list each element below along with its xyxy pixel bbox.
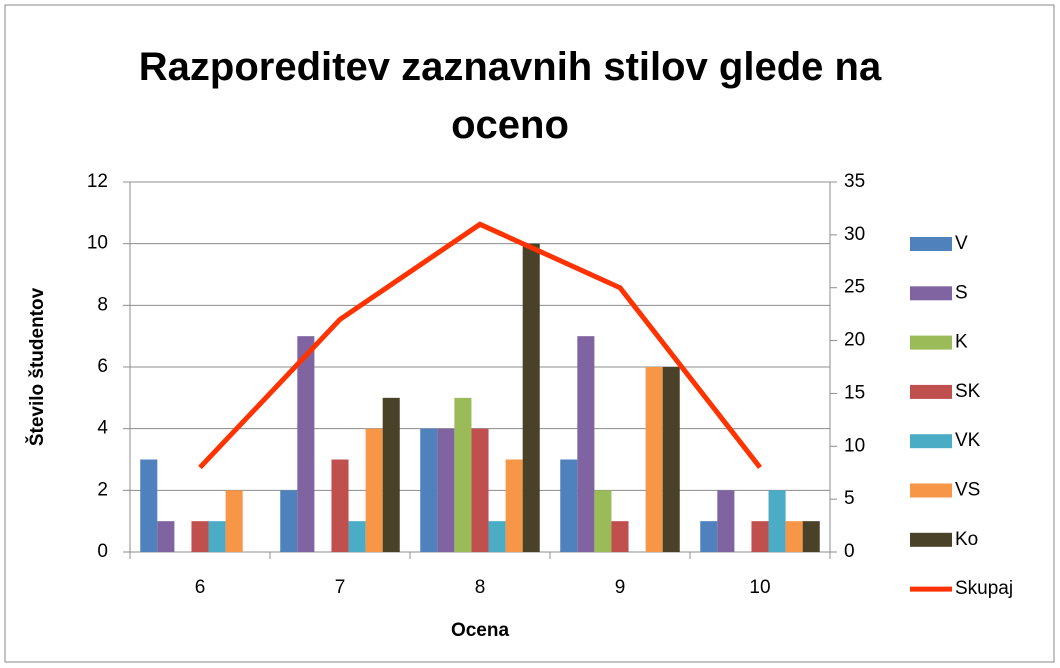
x-axis-label: Ocena [451, 620, 510, 641]
y2-tick-label: 35 [844, 171, 865, 192]
bar [522, 243, 540, 552]
legend-label: VS [955, 480, 980, 501]
x-tick-label: 6 [195, 577, 206, 598]
bar [454, 397, 472, 552]
legend-swatch [910, 434, 952, 449]
bar [420, 428, 438, 552]
legend-label: Ko [955, 529, 978, 550]
y-axis-label: Število študentov [26, 287, 48, 446]
bar [611, 521, 629, 552]
legend-swatch [910, 335, 952, 350]
y2-tick-label: 25 [844, 277, 865, 298]
legend-label: S [955, 282, 968, 303]
legend-swatch [910, 286, 952, 301]
bar [768, 490, 786, 552]
bar [280, 490, 298, 552]
y-tick-label: 4 [97, 418, 108, 439]
y2-tick-label: 15 [844, 382, 865, 403]
bar [785, 521, 803, 552]
y2-tick-label: 10 [844, 435, 865, 456]
legend-label: VK [955, 430, 981, 451]
legend-label: Skupaj [955, 578, 1013, 599]
bar [751, 521, 769, 552]
bar [662, 367, 680, 552]
x-tick-label: 7 [335, 577, 346, 598]
legend-swatch [910, 384, 952, 399]
bar [577, 336, 595, 552]
y-tick-label: 10 [87, 233, 108, 254]
bar [191, 521, 209, 552]
bar [140, 459, 158, 552]
legend-swatch [910, 532, 952, 547]
legend-label: V [955, 233, 968, 254]
bar [488, 521, 506, 552]
y2-tick-label: 0 [844, 541, 855, 562]
bar [594, 490, 612, 552]
bar [802, 521, 820, 552]
bar [208, 521, 226, 552]
bar [645, 367, 663, 552]
y-tick-label: 0 [97, 541, 108, 562]
x-tick-label: 10 [749, 577, 770, 598]
bar [700, 521, 718, 552]
y-tick-label: 2 [97, 479, 108, 500]
bar [505, 459, 523, 552]
y2-tick-label: 20 [844, 330, 865, 351]
bar [471, 428, 489, 552]
bar [717, 490, 735, 552]
bar [331, 459, 349, 552]
bar [225, 490, 243, 552]
y-tick-label: 8 [97, 294, 108, 315]
y-tick-label: 6 [97, 356, 108, 377]
legend-label: K [955, 332, 968, 353]
bar [382, 397, 400, 552]
bar [437, 428, 455, 552]
line-series [198, 221, 762, 470]
bar [297, 336, 315, 552]
legend-swatch [910, 483, 952, 498]
bar [365, 428, 383, 552]
x-tick-label: 9 [615, 577, 626, 598]
x-tick-label: 8 [475, 577, 486, 598]
chart-title: Razporeditev zaznavnih stilov glede na o… [138, 45, 882, 147]
y2-tick-label: 5 [844, 488, 855, 509]
legend-swatch [910, 237, 952, 251]
bar [560, 459, 578, 552]
y2-tick-label: 30 [844, 224, 865, 245]
legend-label: SK [955, 381, 981, 402]
bar [348, 521, 366, 552]
bar [157, 521, 175, 552]
y-tick-label: 12 [87, 171, 108, 192]
